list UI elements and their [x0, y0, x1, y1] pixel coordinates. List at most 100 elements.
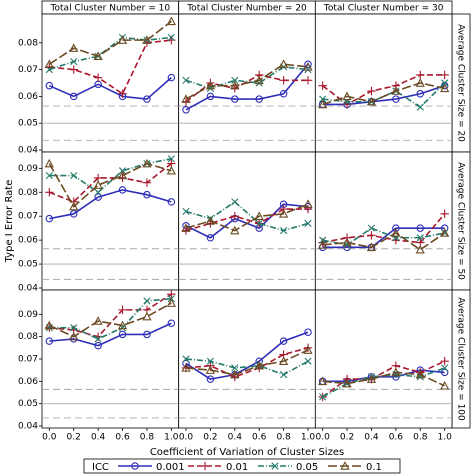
panel	[314, 151, 453, 291]
data-point	[206, 234, 215, 242]
data-point	[303, 204, 313, 214]
data-point	[69, 65, 78, 74]
legend-box	[83, 458, 401, 474]
y-tick-label: 0.09	[18, 164, 38, 174]
y-tick-label: 0.06	[18, 377, 38, 387]
series-line	[185, 349, 309, 376]
data-point	[230, 212, 239, 221]
data-point	[143, 95, 151, 103]
data-point	[93, 316, 103, 325]
x-tick-label: 0.6	[389, 433, 404, 443]
y-tick-label: 0.08	[18, 188, 38, 198]
data-point	[304, 357, 312, 365]
column-strip-label: Total Cluster Number = 30	[323, 4, 444, 14]
data-point	[440, 357, 449, 366]
data-point	[304, 328, 312, 336]
x-axis-label: Coefficient of Variation of Cluster Size…	[150, 447, 344, 458]
panel	[178, 289, 316, 429]
series-line	[322, 82, 445, 106]
data-point	[391, 228, 401, 237]
data-point	[440, 228, 450, 237]
x-tick-label: 1.0	[438, 433, 453, 443]
data-point	[304, 219, 312, 227]
series-line	[48, 20, 172, 65]
x-tick-label: 0.4	[91, 433, 106, 443]
x-tick-label: 0.0	[42, 433, 57, 443]
data-point	[69, 92, 78, 101]
data-point	[181, 223, 191, 232]
data-point	[280, 371, 288, 379]
legend-marker	[200, 461, 210, 471]
data-point	[45, 171, 53, 180]
series-line	[49, 158, 172, 194]
series-line	[322, 227, 445, 249]
data-point	[392, 373, 400, 381]
data-point	[93, 73, 103, 82]
data-point	[206, 357, 214, 365]
data-point	[231, 95, 239, 103]
data-point	[367, 86, 376, 96]
data-point	[44, 320, 54, 330]
data-point	[230, 225, 240, 235]
data-point	[182, 207, 190, 216]
data-point	[118, 305, 127, 315]
series-line	[48, 302, 172, 338]
y-tick-label: 0.07	[18, 212, 38, 222]
data-point	[367, 231, 376, 240]
data-point	[342, 378, 352, 388]
x-tick-label: 0.0	[179, 433, 194, 443]
data-point	[45, 337, 54, 345]
x-tick-label: 0.6	[115, 433, 130, 443]
data-point	[366, 96, 377, 106]
data-point	[231, 76, 239, 84]
data-point	[440, 368, 449, 377]
y-tick-label: 0.05	[18, 119, 38, 129]
data-point	[366, 374, 377, 383]
data-point	[205, 80, 216, 90]
series-line	[185, 331, 309, 380]
data-point	[440, 209, 449, 219]
data-point	[93, 51, 103, 60]
y-tick-label: 0.04	[18, 422, 38, 432]
data-point	[167, 319, 176, 328]
data-point	[303, 199, 313, 208]
y-tick-label: 0.07	[18, 65, 38, 75]
legend-marker	[131, 462, 139, 470]
series-line	[49, 297, 172, 340]
data-point	[142, 178, 152, 187]
data-point	[231, 198, 239, 206]
y-tick-label: 0.09	[18, 310, 38, 320]
data-point	[181, 94, 191, 103]
y-tick-label: 0.04	[18, 284, 38, 294]
data-point	[254, 75, 264, 85]
series-line	[322, 371, 446, 387]
data-point	[416, 224, 425, 232]
panel	[178, 151, 316, 291]
data-point	[118, 330, 127, 339]
data-point	[167, 73, 176, 82]
data-point	[391, 367, 401, 377]
data-point	[143, 330, 151, 339]
data-point	[117, 320, 128, 330]
series-line	[185, 358, 309, 376]
data-point	[415, 369, 425, 379]
panel	[41, 289, 180, 429]
data-point	[118, 89, 127, 98]
data-point	[94, 335, 102, 343]
data-point	[117, 35, 128, 44]
data-point	[303, 345, 313, 354]
series-line	[322, 360, 446, 398]
data-point	[167, 155, 175, 163]
data-point	[319, 393, 327, 401]
data-point	[94, 193, 102, 201]
data-point	[45, 81, 54, 90]
data-point	[182, 76, 190, 84]
series-line	[185, 66, 309, 90]
x-tick-label: 0.4	[228, 433, 243, 443]
data-point	[166, 298, 176, 307]
series-line	[48, 77, 172, 100]
data-point	[69, 43, 79, 52]
legend-marker	[271, 462, 279, 470]
x-tick-label: 0.8	[276, 433, 291, 443]
